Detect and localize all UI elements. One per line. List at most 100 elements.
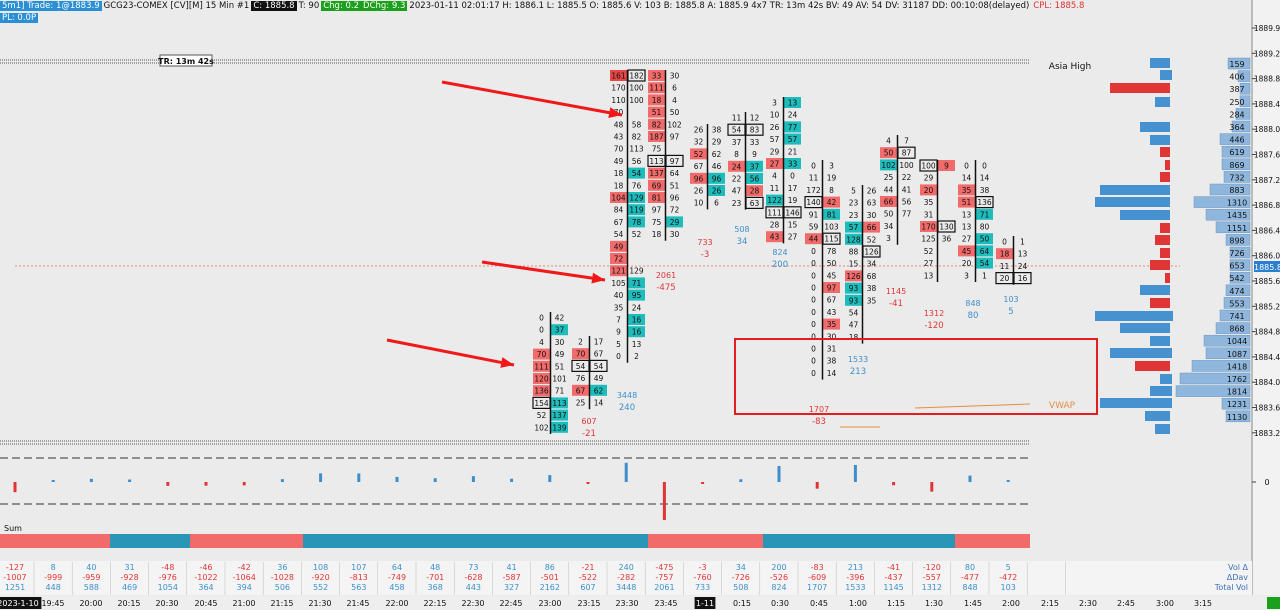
delta-bar [433, 478, 437, 482]
footprint-bid-cell: 9 [616, 328, 621, 337]
footprint-ask-cell: 51 [670, 181, 680, 190]
stats-cell-vol_delta: 34 [736, 563, 746, 572]
footprint-ask-cell: 31 [827, 345, 837, 354]
price-tick-label: 1888.8 [1254, 75, 1280, 84]
volume-profile-label: 446 [1229, 136, 1244, 145]
footprint-bid-cell: 27 [770, 160, 780, 169]
stats-cell-vol_delta: 31 [125, 563, 135, 572]
stats-cell-total_vol: 607 [580, 583, 595, 592]
volume-profile-label: 553 [1229, 299, 1244, 308]
footprint-ask-cell: 113 [552, 399, 567, 408]
footprint-ask-cell: 27 [788, 233, 798, 242]
session-profile-bar [1135, 361, 1170, 371]
session-profile-bar [1100, 185, 1170, 195]
delta-bar [815, 482, 819, 489]
x-axis-label: 22:15 [423, 599, 446, 608]
volume-profile-label: 1087 [1227, 350, 1247, 359]
footprint-ask-cell: 41 [902, 185, 912, 194]
footprint-ask-cell: 38 [827, 357, 837, 366]
bar-delta: -83 [812, 417, 826, 427]
footprint-ask-cell: 30 [867, 211, 877, 220]
footprint-cell-bg [784, 133, 801, 145]
footprint-bid-cell: 54 [576, 362, 586, 371]
footprint-bid-cell: 11 [732, 114, 742, 123]
footprint-bid-cell: 4 [886, 137, 891, 146]
stats-cell-delta_dav: -757 [655, 573, 673, 582]
footprint-ask-cell: 14 [980, 174, 990, 183]
price-tick-label: 1888.4 [1254, 100, 1280, 109]
highlight-box [734, 338, 1098, 415]
footprint-bid-cell: 4 [772, 172, 777, 181]
stats-cell-vol_delta: 107 [351, 563, 366, 572]
delta-bar [739, 479, 743, 482]
price-tick-label: 1887.6 [1254, 151, 1280, 160]
footprint-bid-cell: 137 [649, 169, 664, 178]
footprint-bid-cell: 26 [694, 126, 704, 135]
footprint-cell-bg [628, 326, 645, 338]
footprint-ask-cell: 71 [632, 279, 642, 288]
footprint-ask-cell: 9 [752, 150, 757, 159]
footprint-ask-cell: 26 [867, 187, 877, 196]
session-profile-bar [1150, 58, 1170, 68]
footprint-bid-cell: 57 [770, 135, 780, 144]
footprint-cell-bg [784, 97, 801, 108]
footprint-ask-cell: 19 [788, 196, 798, 205]
footprint-ask-cell: 146 [785, 208, 800, 217]
footprint-ask-cell: 14 [827, 369, 837, 378]
footprint-ask-cell: 77 [788, 123, 798, 132]
stats-cell-delta_dav: -609 [808, 573, 826, 582]
footprint-bid-cell: 29 [924, 174, 934, 183]
footprint-ask-cell: 96 [670, 194, 680, 203]
footprint-bid-cell: 13 [962, 223, 972, 232]
volume-profile-bar [1229, 271, 1251, 284]
footprint-bid-cell: 11 [770, 184, 780, 193]
footprint-bid-cell: 3 [772, 99, 777, 108]
volume-profile-label: 1231 [1227, 400, 1247, 409]
footprint-cell-bg [648, 118, 665, 130]
footprint-bid-cell: 111 [767, 208, 782, 217]
stats-cell-delta_dav: -501 [541, 573, 559, 582]
footprint-cell-bg [823, 208, 840, 220]
footprint-ask-cell: 16 [632, 316, 642, 325]
footprint-ask-cell: 33 [750, 138, 760, 147]
footprint-cell-bg [610, 265, 627, 277]
footprint-ask-cell: 0 [982, 162, 987, 171]
stats-cell-delta_dav: -1028 [271, 573, 294, 582]
stats-cell-total_vol: 1145 [883, 583, 903, 592]
x-axis-label: 2:45 [1117, 599, 1135, 608]
session-profile-bar [1095, 311, 1173, 321]
x-axis-label: 22:30 [461, 599, 484, 608]
footprint-bid-cell: 54 [614, 230, 624, 239]
x-axis-label: 23:45 [654, 599, 677, 608]
footprint-ask-cell: 130 [939, 223, 954, 232]
stats-cell-delta_dav: -472 [999, 573, 1017, 582]
footprint-bid-cell: 31 [924, 210, 934, 219]
bar-total-volume: 1312 [924, 309, 944, 318]
footprint-cell-bg [823, 318, 840, 330]
footprint-bid-cell: 5 [851, 187, 856, 196]
footprint-ask-cell: 7 [904, 137, 909, 146]
x-axis-label: 2:30 [1079, 599, 1097, 608]
footprint-bid-cell: 126 [846, 272, 861, 281]
footprint-ask-cell: 13 [788, 99, 798, 108]
footprint-cell-bg [920, 184, 937, 196]
footprint-cell-bg [610, 192, 627, 203]
footprint-bid-cell: 75 [652, 218, 662, 227]
stats-cell-total_vol: 506 [275, 583, 290, 592]
footprint-bid-cell: 96 [694, 174, 704, 183]
annotation-arrowhead [591, 272, 605, 284]
volume-profile-bar [1225, 410, 1251, 423]
footprint-cell-bg [533, 385, 550, 397]
footprint-ask-cell: 137 [552, 411, 567, 420]
session-profile-bar [1165, 160, 1170, 170]
stats-cell-delta_dav: -920 [312, 573, 330, 582]
bar-delta: 200 [772, 260, 788, 270]
volume-profile-bar [1229, 246, 1251, 259]
volume-profile-label: 726 [1229, 249, 1244, 258]
footprint-ask-cell: 24 [788, 111, 798, 120]
footprint-cell-bg [648, 70, 665, 81]
footprint-ask-cell: 38 [980, 186, 990, 195]
stats-cell-vol_delta: -83 [811, 563, 824, 572]
footprint-ask-cell: 54 [632, 169, 642, 178]
